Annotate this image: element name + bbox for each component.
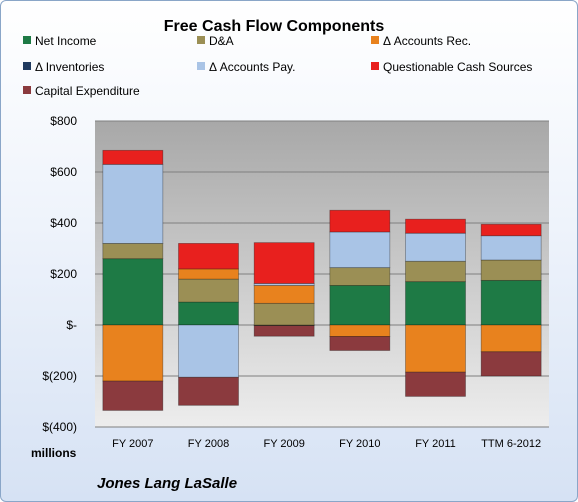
x-tick-label: FY 2011 (415, 438, 456, 450)
bar-segment-capital-expenditure (405, 371, 466, 397)
y-axis-unit-label: millions (31, 446, 77, 460)
legend-label-net-income: Net Income (35, 34, 97, 48)
bar-segment-capital-expenditure (253, 325, 315, 337)
y-tick-label: $(400) (42, 420, 77, 434)
bar-segment-questionable-cash-sources (480, 223, 542, 237)
bar-segment-accounts-rec (178, 268, 239, 280)
x-axis: FY 2007 FY 2008 FY 2009 FY 2010 FY 2011 TTM 6… (112, 438, 541, 450)
bar-segment-questionable-cash-sources (253, 242, 315, 284)
y-tick-label: $400 (50, 216, 77, 230)
legend-label-d-a: D&A (209, 34, 234, 48)
bar-segment-questionable-cash-sources (102, 149, 164, 165)
legend-swatch-capital-expenditure (23, 86, 31, 94)
bar-segment-net-income (480, 279, 542, 326)
y-tick-label: $600 (50, 165, 77, 179)
bar-segment-accounts-rec (480, 324, 542, 353)
bar-segment-accounts-pay (405, 232, 466, 262)
bars (102, 149, 542, 411)
bar-segment-accounts-pay (329, 231, 391, 269)
legend-swatch-accounts-rec (371, 36, 379, 44)
bar-segment-accounts-pay (480, 235, 542, 261)
bar-segment-net-income (329, 285, 391, 326)
bar-segment-d-a (405, 260, 466, 283)
bar-segment-capital-expenditure (480, 351, 542, 377)
y-tick-label: $800 (50, 114, 77, 128)
bar-segment-questionable-cash-sources (405, 218, 466, 234)
bar-segment-net-income (405, 281, 466, 326)
company-name: Jones Lang LaSalle (97, 475, 237, 492)
legend-label-accounts-pay: Δ Accounts Pay. (209, 60, 296, 74)
x-tick-label: FY 2007 (112, 438, 153, 450)
bar-segment-net-income (102, 258, 164, 326)
x-tick-label: FY 2010 (339, 438, 380, 450)
y-axis: $800 $600 $400 $200 $- $(200) $(400) (42, 114, 77, 434)
y-tick-label: $200 (50, 267, 77, 281)
gridlines (95, 120, 549, 428)
bar-segment-d-a (253, 302, 315, 326)
bar-segment-capital-expenditure (178, 376, 239, 406)
x-tick-label: FY 2009 (263, 438, 304, 450)
legend-swatch-d-a (197, 36, 205, 44)
bar-segment-accounts-rec (253, 285, 315, 304)
bar-segment-d-a (480, 259, 542, 281)
bar-segment-net-income (178, 301, 239, 326)
x-tick-label: FY 2008 (188, 438, 229, 450)
y-tick-label: $(200) (42, 369, 77, 383)
legend-swatch-net-income (23, 36, 31, 44)
legend-swatch-accounts-pay (197, 62, 205, 70)
bar-segment-d-a (102, 242, 164, 260)
bar-segment-accounts-pay (102, 163, 164, 244)
bar-segment-capital-expenditure (102, 380, 164, 411)
y-tick-label: $- (66, 318, 77, 332)
bar-segment-accounts-pay (178, 324, 239, 378)
bar-segment-d-a (178, 278, 239, 303)
legend-label-capital-expenditure: Capital Expenditure (35, 84, 140, 98)
bar-segment-questionable-cash-sources (178, 242, 239, 270)
bar-segment-accounts-rec (329, 324, 391, 337)
bar-segment-capital-expenditure (329, 336, 391, 351)
x-tick-label: TTM 6-2012 (481, 438, 541, 450)
legend: Net Income D&A Δ Accounts Rec. Δ Inventorie… (23, 34, 532, 98)
legend-swatch-inventories (23, 62, 31, 70)
bar-segment-d-a (329, 267, 391, 286)
legend-swatch-questionable-cash-sources (371, 62, 379, 70)
legend-label-inventories: Δ Inventories (35, 60, 104, 74)
legend-label-accounts-rec: Δ Accounts Rec. (383, 34, 471, 48)
bar-segment-questionable-cash-sources (329, 209, 391, 233)
legend-label-questionable-cash-sources: Questionable Cash Sources (383, 60, 532, 74)
bar-segment-accounts-rec (102, 324, 164, 382)
bar-segment-accounts-rec (405, 324, 466, 373)
chart-title: Free Cash Flow Components (164, 18, 385, 35)
